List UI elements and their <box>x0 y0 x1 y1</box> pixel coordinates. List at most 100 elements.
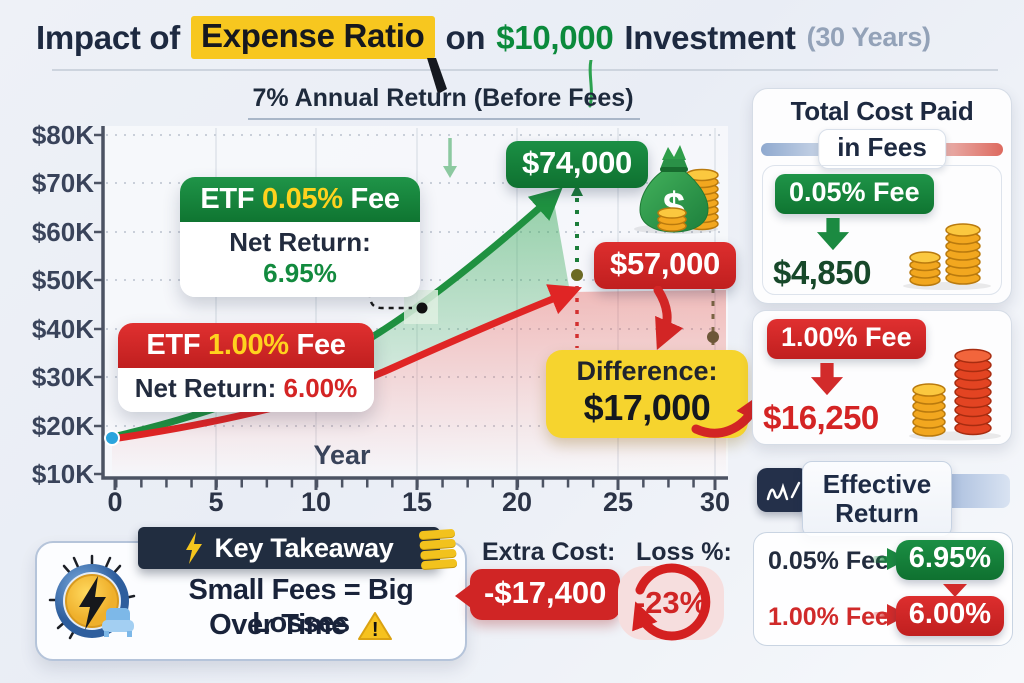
low-fee-brand: ETF <box>200 183 255 215</box>
low-net-value: 6.95% <box>263 258 337 288</box>
red-down-arrow-icon <box>653 286 684 351</box>
axes <box>101 126 728 480</box>
callout-pointer-icon <box>427 58 447 94</box>
high-fee-end-value-badge: $57,000 <box>594 242 736 289</box>
chair-icon <box>102 608 134 637</box>
svg-text:25: 25 <box>603 487 633 514</box>
svg-text:20: 20 <box>502 487 532 514</box>
badge-bolt-icon <box>79 576 106 630</box>
effective-row-high: 1.00% Fee 6.00% <box>754 589 1012 645</box>
green-dashed-arrowhead <box>571 184 583 196</box>
exclamation-mark: ! <box>372 619 378 641</box>
svg-text:30: 30 <box>700 487 730 514</box>
takeaway-line2: Over Time <box>209 609 347 641</box>
effective-low-value-badge: 6.95% <box>895 540 1004 580</box>
effective-low-fee-label: 0.05% Fee <box>768 547 889 575</box>
svg-text:$10K: $10K <box>32 459 94 489</box>
high-fee-brand: ETF <box>146 329 201 361</box>
y-axis-ticks <box>94 133 103 476</box>
money-bag-icon: $ <box>634 145 719 234</box>
high-fee-callout: ETF 1.00% Fee Net Return: 6.00% <box>118 323 374 412</box>
high-fee-line <box>108 284 582 443</box>
scribble-icon <box>766 481 801 501</box>
title-part1: Impact of <box>36 18 180 56</box>
green-block-arrow-icon <box>816 218 850 251</box>
low-fee-callout: ETF 0.05% Fee Net Return: 6.95% <box>180 177 420 297</box>
high-net-label: Net Return: <box>134 373 277 403</box>
takeaway-line2-row: Over Time ! <box>145 609 457 642</box>
fees-panel-title-line1: Total Cost Paid <box>790 96 974 126</box>
effective-row-low: 0.05% Fee 6.95% <box>754 533 1012 589</box>
circular-arrow-icon <box>632 563 711 641</box>
fees-panel: Total Cost Paid in Fees 0.05% Fee $4,850 <box>752 88 1012 304</box>
title-amount: $10,000 <box>496 18 614 56</box>
title-part2: on <box>445 18 486 56</box>
low-fee-rate: 0.05% <box>262 183 343 215</box>
curve-point-dot <box>416 302 428 314</box>
svg-text:$20K: $20K <box>32 411 94 441</box>
x-axis-labels: 0 5 10 15 20 25 30 <box>107 487 730 514</box>
title-period: (30 Years) <box>806 22 931 52</box>
svg-text:$40K: $40K <box>32 314 94 344</box>
svg-text:$80K: $80K <box>32 122 94 150</box>
fees-panel-title-band: in Fees <box>753 129 1011 171</box>
olive-dot <box>571 269 583 281</box>
low-fee-cost-card: 0.05% Fee $4,850 <box>762 165 1002 295</box>
svg-text:0: 0 <box>107 487 122 514</box>
svg-text:15: 15 <box>402 487 432 514</box>
low-fee-callout-header: ETF 0.05% Fee <box>180 177 420 222</box>
fees-panel-title-line2: in Fees <box>818 129 946 169</box>
svg-text:$30K: $30K <box>32 362 94 392</box>
extra-cost-badge: -$17,400 <box>454 569 621 620</box>
high-fee-word: Fee <box>296 329 346 361</box>
svg-text:$70K: $70K <box>32 168 94 198</box>
high-fee-cost-card: 1.00% Fee $16,250 <box>752 310 1012 445</box>
effective-rows-card: 0.05% Fee 6.95% 1.00% Fee 6.00% <box>753 532 1013 646</box>
title-part3: Investment <box>624 18 796 56</box>
page-title: Impact of Expense Ratio on $10,000 Inves… <box>36 16 1004 59</box>
loss-percent-label: Loss %: <box>636 538 732 566</box>
svg-text:$50K: $50K <box>32 265 94 295</box>
effective-title-line2: Return <box>835 498 919 528</box>
low-fee-cost-amount: $4,850 <box>773 254 871 291</box>
difference-callout: Difference: $17,000 <box>546 350 748 438</box>
chart-subtitle: 7% Annual Return (Before Fees) <box>252 84 634 112</box>
brown-dot <box>707 331 719 343</box>
subtitle-divider <box>248 118 640 120</box>
takeaway-line1: Small Fees = Big Losses <box>188 574 414 639</box>
svg-text:$60K: $60K <box>32 217 94 247</box>
effective-title-line1: Effective <box>822 468 932 499</box>
high-net-value: 6.00% <box>283 373 358 403</box>
green-pointer-icon <box>588 60 593 108</box>
pale-down-arrow-icon <box>443 138 457 178</box>
low-net-label: Net Return: <box>229 227 371 257</box>
effective-high-value-badge: 6.00% <box>895 596 1004 636</box>
takeaway-ribbon: Key Takeaway <box>138 527 458 570</box>
low-fee-word: Fee <box>350 183 400 215</box>
difference-value: $17,000 <box>583 387 711 428</box>
coin-stack-short <box>657 207 687 232</box>
lightning-bolt-icon <box>186 532 203 564</box>
low-fee-cost-badge: 0.05% Fee <box>775 174 934 214</box>
warning-triangle-icon: ! <box>357 611 392 641</box>
red-coins-icon <box>909 348 1001 441</box>
high-fee-cost-amount: $16,250 <box>763 399 879 436</box>
red-curved-arrow-icon <box>691 392 763 438</box>
y-axis-labels: $80K $70K $60K $50K $40K $30K $20K $10K <box>32 122 94 489</box>
extra-cost-label: Extra Cost: <box>482 538 616 566</box>
gold-coins-icon <box>903 223 991 290</box>
green-area-fill <box>112 196 570 439</box>
difference-label: Difference: <box>576 356 718 386</box>
red-caret-icon <box>943 584 967 597</box>
effective-tab <box>757 468 809 512</box>
svg-text:5: 5 <box>208 487 223 514</box>
start-point-dot <box>104 430 120 446</box>
x-axis-major-ticks <box>113 478 717 490</box>
effective-panel-title: Effective Return <box>802 461 952 537</box>
high-fee-cost-badge: 1.00% Fee <box>767 319 926 359</box>
title-highlight: Expense Ratio <box>190 16 435 59</box>
svg-text:10: 10 <box>301 487 331 514</box>
x-axis-title: Year <box>313 440 371 470</box>
red-block-arrow-icon <box>810 363 844 396</box>
